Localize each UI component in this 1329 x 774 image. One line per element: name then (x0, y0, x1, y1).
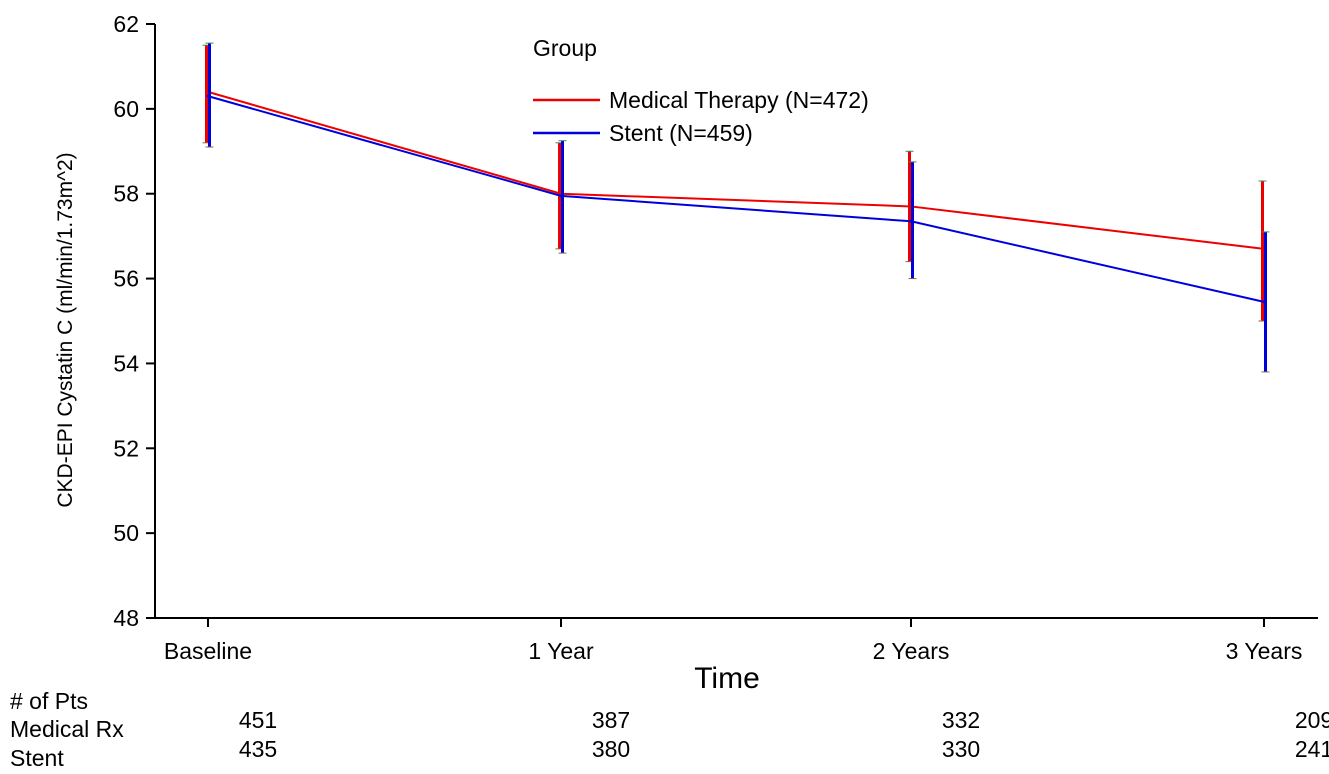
y-tick-label: 56 (113, 266, 139, 292)
data-point (1262, 300, 1266, 304)
series-layer (202, 42, 1270, 373)
legend-label-medical-therapy: Medical Therapy (N=472) (609, 87, 869, 113)
x-axis-label: Time (694, 662, 760, 695)
x-axis-ticks: Baseline 1 Year 2 Years 3 Years (164, 618, 1302, 664)
legend-label-stent: Stent (N=459) (609, 120, 753, 146)
data-point (559, 194, 563, 198)
x-tick-label: 2 Years (873, 638, 950, 664)
patients-table: # of Pts Medical Rx Stent 451 387 332 209 43… (10, 688, 1329, 771)
patients-count-medical-rx: 209 (1295, 707, 1329, 733)
data-point (909, 219, 913, 223)
patients-count-stent: 330 (942, 736, 980, 762)
patients-count-stent: 435 (239, 736, 277, 762)
y-tick-label: 50 (113, 520, 139, 546)
y-tick-label: 62 (113, 11, 139, 37)
legend: Group Medical Therapy (N=472) Stent (N=4… (533, 35, 869, 146)
y-tick-label: 48 (113, 605, 139, 631)
x-tick-label: 1 Year (528, 638, 594, 664)
patients-count-stent: 241 (1295, 736, 1329, 762)
series-stent (205, 42, 1270, 373)
patients-count-medical-rx: 451 (239, 707, 277, 733)
patients-table-header: # of Pts (10, 688, 88, 714)
legend-title: Group (533, 35, 597, 61)
x-tick-label: Baseline (164, 638, 252, 664)
y-tick-label: 58 (113, 181, 139, 207)
data-point (206, 94, 210, 98)
y-axis-label: CKD-EPI Cystatin C (ml/min/1.73m^2) (54, 152, 77, 507)
patients-row-label-medical-rx: Medical Rx (10, 716, 124, 742)
series-line (207, 90, 1265, 250)
patients-row-label-stent: Stent (10, 745, 64, 771)
y-axis-ticks: 48 50 52 54 56 58 60 62 (113, 11, 155, 631)
series-line (207, 95, 1265, 303)
patients-count-medical-rx: 387 (592, 707, 630, 733)
axes (154, 24, 1318, 619)
patients-count-stent: 380 (592, 736, 630, 762)
y-tick-label: 60 (113, 96, 139, 122)
patients-count-medical-rx: 332 (942, 707, 980, 733)
y-tick-label: 54 (113, 350, 139, 376)
y-tick-label: 52 (113, 435, 139, 461)
patients-values: 451 387 332 209 435 380 330 241 (239, 707, 1329, 762)
x-tick-label: 3 Years (1226, 638, 1303, 664)
